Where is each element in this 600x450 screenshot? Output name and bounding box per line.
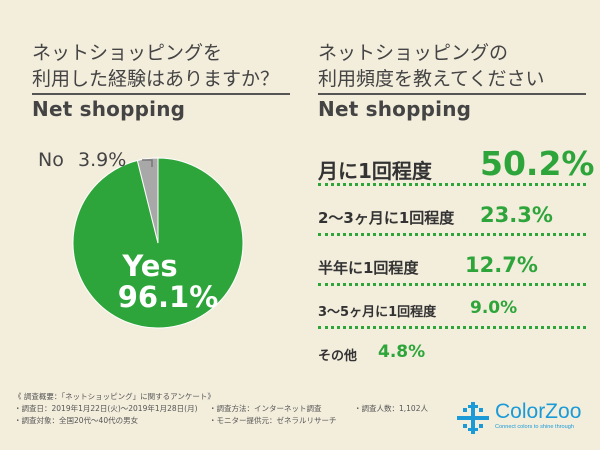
footnote-survey-method: ・調査方法：インターネット調査 bbox=[209, 404, 322, 413]
frequency-divider bbox=[318, 183, 586, 186]
frequency-label: 月に1回程度 bbox=[318, 159, 432, 183]
footnote-survey-date: ・調査日：2019年1月22日(火)〜2019年1月28日(月) bbox=[14, 404, 198, 413]
right-divider bbox=[318, 93, 586, 95]
frequency-value: 12.7% bbox=[465, 253, 538, 277]
survey-footnote: 《 調査概要：「ネットショッピング」に関するアンケート》 ・調査日：2019年1… bbox=[14, 391, 428, 427]
brand-tagline: Connect colors to shine through bbox=[495, 424, 574, 430]
pie-value-yes: 96.1% bbox=[118, 280, 219, 314]
left-divider bbox=[32, 93, 290, 95]
pie-slice-no bbox=[136, 157, 159, 244]
footnote-heading: 《 調査概要：「ネットショッピング」に関するアンケート》 bbox=[14, 392, 215, 401]
footnote-survey-provider: ・モニター提供元：ゼネラルリサーチ bbox=[209, 416, 337, 425]
pie-value-no: 3.9% bbox=[78, 149, 126, 171]
footnote-survey-target: ・調査対象：全国20代〜40代の男女 bbox=[14, 416, 139, 425]
frequency-value: 50.2% bbox=[480, 144, 595, 183]
pie-label-yes: Yes bbox=[121, 249, 177, 283]
frequency-label: その他 bbox=[318, 349, 358, 364]
colorzoo-mark-icon bbox=[457, 402, 489, 434]
pie-label-no: No bbox=[38, 149, 64, 171]
right-subhead: Net shopping bbox=[318, 97, 472, 121]
frequency-label: 2〜3ヶ月に1回程度 bbox=[318, 209, 455, 227]
frequency-divider bbox=[318, 283, 586, 286]
frequency-label: 半年に1回程度 bbox=[318, 259, 419, 277]
frequency-value: 23.3% bbox=[480, 203, 553, 227]
right-question-line-1: ネットショッピングの bbox=[318, 42, 509, 64]
frequency-value: 4.8% bbox=[378, 342, 426, 362]
brand-name: ColorZoo bbox=[495, 400, 582, 423]
frequency-divider bbox=[318, 326, 586, 329]
left-subhead: Net shopping bbox=[32, 97, 186, 121]
frequency-label: 3〜5ヶ月に1回程度 bbox=[318, 305, 437, 320]
frequency-value: 9.0% bbox=[470, 298, 518, 318]
left-question-line-2: 利用した経験はありますか？ bbox=[32, 68, 280, 90]
right-question: ネットショッピングの 利用頻度を教えてください bbox=[318, 40, 586, 92]
pie-leader-line-no bbox=[142, 159, 153, 167]
frequency-divider bbox=[318, 233, 586, 236]
footnote-survey-count: ・調査人数：1,102人 bbox=[354, 404, 428, 413]
footnote-row-2: ・調査対象：全国20代〜40代の男女 ・モニター提供元：ゼネラルリサーチ bbox=[14, 415, 428, 427]
footnote-row-1: ・調査日：2019年1月22日(火)〜2019年1月28日(月) ・調査方法：イン… bbox=[14, 403, 428, 415]
right-question-line-2: 利用頻度を教えてください bbox=[318, 68, 545, 90]
left-question: ネットショッピングを 利用した経験はありますか？ bbox=[32, 40, 290, 92]
left-question-line-1: ネットショッピングを bbox=[32, 42, 223, 64]
frequency-stats: 月に1回程度 50.2% 2〜3ヶ月に1回程度 23.3% 半年に1回程度 12.7% 3〜… bbox=[318, 0, 595, 450]
